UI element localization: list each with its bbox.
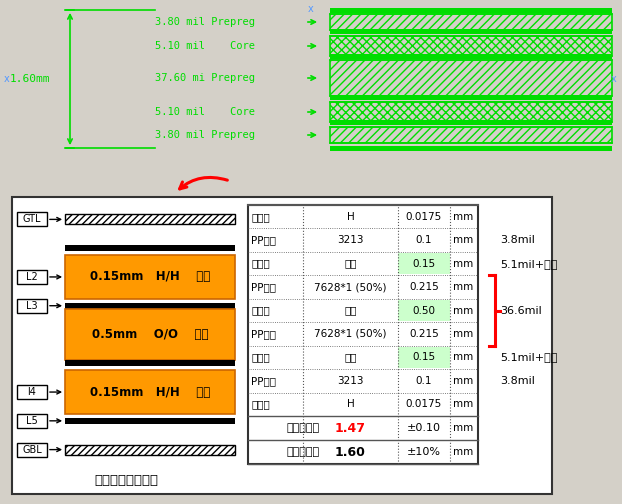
Text: 3.80 mil Prepreg: 3.80 mil Prepreg <box>155 130 255 140</box>
Text: mm: mm <box>453 423 473 433</box>
Text: 3.8mil: 3.8mil <box>500 235 535 245</box>
Text: 0.215: 0.215 <box>409 282 439 292</box>
Text: 铜厚：: 铜厚： <box>251 399 270 409</box>
Text: H: H <box>346 212 355 222</box>
Bar <box>330 53 612 58</box>
Text: 压合厚度：: 压合厚度： <box>287 423 320 433</box>
Bar <box>65 418 235 424</box>
Text: mm: mm <box>453 376 473 386</box>
Text: 含铜: 含铜 <box>344 259 357 269</box>
Text: L3: L3 <box>26 301 38 311</box>
Text: 0.15: 0.15 <box>412 259 435 269</box>
Text: PP胶：: PP胶： <box>251 376 276 386</box>
Bar <box>65 255 235 299</box>
Text: mm: mm <box>453 235 473 245</box>
Bar <box>330 8 612 13</box>
Text: 3213: 3213 <box>337 376 364 386</box>
Text: mm: mm <box>453 352 473 362</box>
Bar <box>330 102 612 122</box>
Text: H: H <box>346 399 355 409</box>
Text: 7628*1 (50%): 7628*1 (50%) <box>314 329 387 339</box>
Text: x: x <box>610 74 616 84</box>
Text: 3.80 mil Prepreg: 3.80 mil Prepreg <box>155 17 255 27</box>
Text: mm: mm <box>453 259 473 269</box>
Bar <box>17 385 47 399</box>
Bar <box>398 347 450 368</box>
Text: PP胶：: PP胶： <box>251 235 276 245</box>
Text: mm: mm <box>453 447 473 457</box>
Bar <box>17 299 47 312</box>
Text: 7628*1 (50%): 7628*1 (50%) <box>314 282 387 292</box>
Text: 1.47: 1.47 <box>335 421 366 434</box>
Text: 0.15: 0.15 <box>412 352 435 362</box>
Text: PP胶：: PP胶： <box>251 282 276 292</box>
Text: 5.10 mil    Core: 5.10 mil Core <box>155 107 255 117</box>
Text: 5.1mil+铜厚: 5.1mil+铜厚 <box>500 352 557 362</box>
Bar <box>12 197 552 494</box>
Bar <box>330 95 612 99</box>
Text: l4: l4 <box>27 387 37 397</box>
Text: 芯板：: 芯板： <box>251 352 270 362</box>
Text: 1.60mm: 1.60mm <box>10 74 50 84</box>
Text: 0.1: 0.1 <box>415 235 432 245</box>
Bar <box>65 360 235 366</box>
Text: 成品板厚：: 成品板厚： <box>287 447 320 457</box>
Text: 0.0175: 0.0175 <box>406 212 442 222</box>
Text: mm: mm <box>453 305 473 316</box>
Text: 含铜: 含铜 <box>344 352 357 362</box>
Bar <box>65 302 235 309</box>
Text: 0.0175: 0.0175 <box>406 399 442 409</box>
Bar <box>330 119 612 124</box>
Text: 0.215: 0.215 <box>409 329 439 339</box>
Bar <box>330 14 612 30</box>
Bar <box>248 205 478 464</box>
Text: 0.1: 0.1 <box>415 376 432 386</box>
Text: 芯板：: 芯板： <box>251 305 270 316</box>
Bar <box>17 414 47 428</box>
Text: 5.10 mil    Core: 5.10 mil Core <box>155 41 255 51</box>
Text: GTL: GTL <box>23 214 41 224</box>
Bar <box>330 60 612 96</box>
Bar <box>65 308 235 360</box>
Text: mm: mm <box>453 399 473 409</box>
Text: 3.8mil: 3.8mil <box>500 376 535 386</box>
Text: ±0.10: ±0.10 <box>407 423 441 433</box>
Text: 八层板压合结构图: 八层板压合结构图 <box>94 473 158 486</box>
Text: x: x <box>308 4 314 14</box>
Bar <box>398 300 450 321</box>
Text: GBL: GBL <box>22 445 42 455</box>
Text: 37.60 mi Prepreg: 37.60 mi Prepreg <box>155 73 255 83</box>
Bar <box>398 253 450 274</box>
Text: 0.15mm   H/H    含铜: 0.15mm H/H 含铜 <box>90 386 210 399</box>
Text: L5: L5 <box>26 416 38 426</box>
Bar <box>330 146 612 151</box>
Bar <box>17 212 47 226</box>
Text: 芯板：: 芯板： <box>251 259 270 269</box>
Bar <box>17 443 47 457</box>
Bar <box>65 214 235 224</box>
Bar <box>17 270 47 284</box>
Text: PP胶：: PP胶： <box>251 329 276 339</box>
Text: 0.50: 0.50 <box>412 305 435 316</box>
Text: 0.5mm    O/O    光板: 0.5mm O/O 光板 <box>92 328 208 341</box>
Bar <box>330 29 612 33</box>
Bar <box>65 445 235 455</box>
Text: ±10%: ±10% <box>407 447 441 457</box>
Text: mm: mm <box>453 329 473 339</box>
Bar <box>65 370 235 414</box>
Text: 5.1mil+铜厚: 5.1mil+铜厚 <box>500 259 557 269</box>
Bar <box>330 127 612 143</box>
Text: 1.60: 1.60 <box>335 446 366 459</box>
Text: 0.15mm   H/H    含铜: 0.15mm H/H 含铜 <box>90 271 210 283</box>
Text: mm: mm <box>453 212 473 222</box>
Text: x: x <box>4 74 10 84</box>
Text: L2: L2 <box>26 272 38 282</box>
Text: mm: mm <box>453 282 473 292</box>
Text: 36.6mil: 36.6mil <box>500 305 542 316</box>
Bar <box>65 245 235 251</box>
Text: 光板: 光板 <box>344 305 357 316</box>
Bar <box>330 36 612 56</box>
Text: 3213: 3213 <box>337 235 364 245</box>
Text: 铜厚：: 铜厚： <box>251 212 270 222</box>
